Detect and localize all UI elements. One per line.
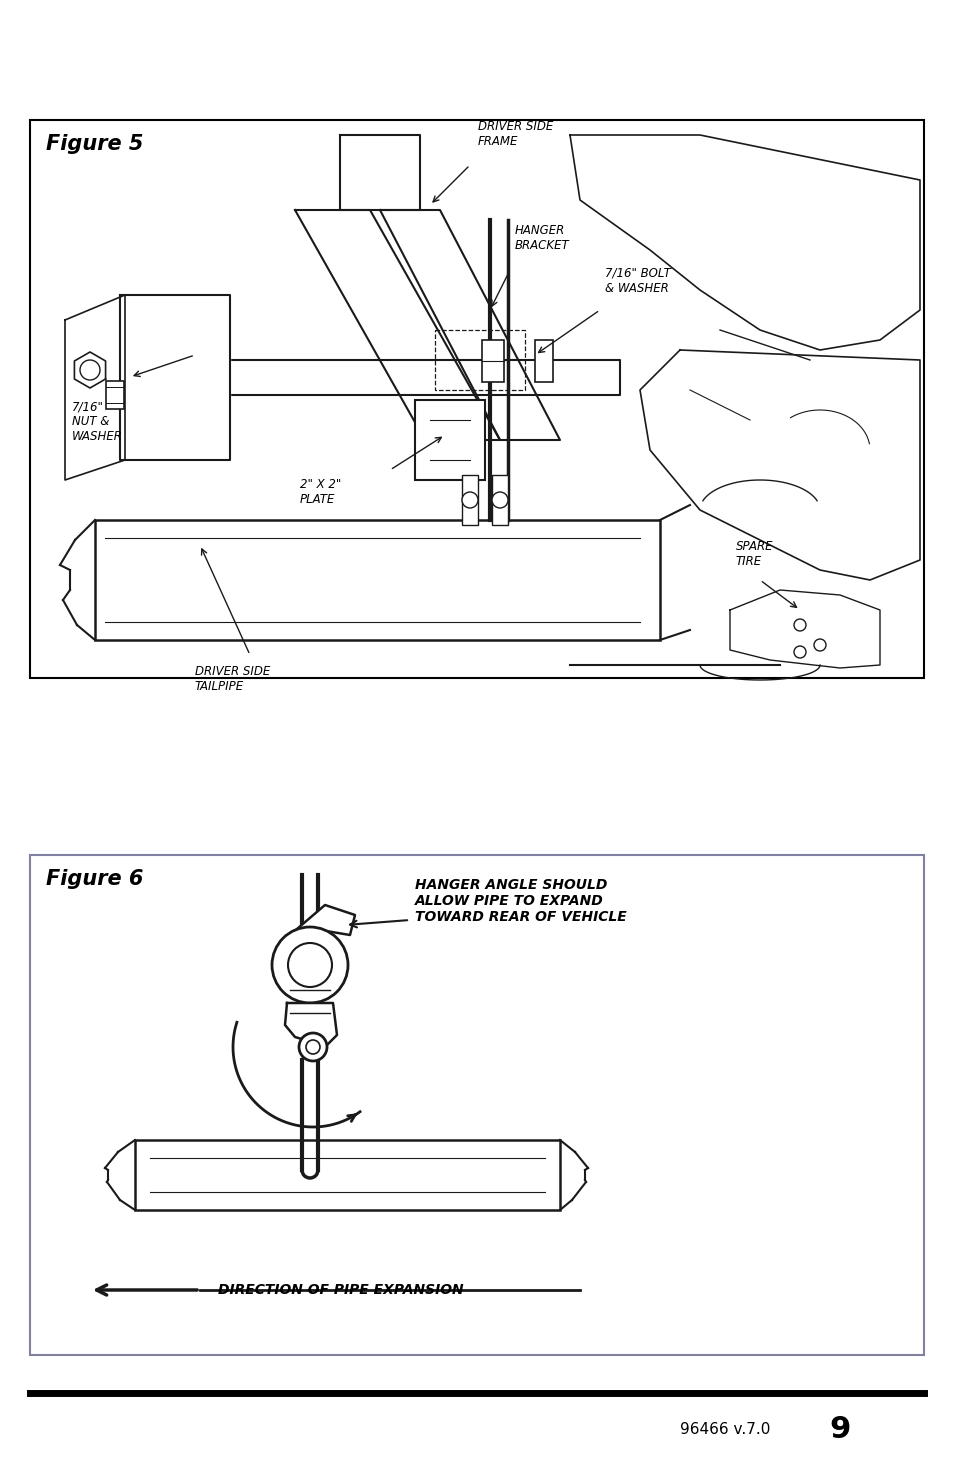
Circle shape xyxy=(298,1032,327,1061)
Text: 7/16" BOLT
& WASHER: 7/16" BOLT & WASHER xyxy=(604,267,670,295)
Text: 2" X 2"
PLATE: 2" X 2" PLATE xyxy=(299,478,341,506)
Polygon shape xyxy=(569,136,919,350)
Polygon shape xyxy=(290,906,355,950)
Circle shape xyxy=(272,926,348,1003)
Text: DRIVER SIDE
TAILPIPE: DRIVER SIDE TAILPIPE xyxy=(194,665,270,693)
Bar xyxy=(106,381,124,409)
Bar xyxy=(95,521,659,640)
Bar xyxy=(415,400,484,479)
Circle shape xyxy=(306,1040,319,1055)
Polygon shape xyxy=(285,1003,336,1044)
Circle shape xyxy=(461,493,477,507)
Bar xyxy=(135,1140,559,1209)
Text: HANGER ANGLE SHOULD
ALLOW PIPE TO EXPAND
TOWARD REAR OF VEHICLE: HANGER ANGLE SHOULD ALLOW PIPE TO EXPAND… xyxy=(415,878,626,925)
Circle shape xyxy=(80,360,100,381)
Polygon shape xyxy=(729,590,879,668)
Bar xyxy=(30,855,923,1356)
Text: DRIVER SIDE
FRAME: DRIVER SIDE FRAME xyxy=(477,119,553,148)
Polygon shape xyxy=(639,350,919,580)
Polygon shape xyxy=(130,360,619,395)
Polygon shape xyxy=(339,136,419,209)
Bar xyxy=(492,475,507,525)
Circle shape xyxy=(288,943,332,987)
Text: Figure 6: Figure 6 xyxy=(46,869,143,889)
Circle shape xyxy=(793,646,805,658)
Polygon shape xyxy=(120,295,230,460)
Bar xyxy=(435,330,524,389)
Polygon shape xyxy=(294,209,499,440)
Bar xyxy=(535,341,553,382)
Text: 96466 v.7.0: 96466 v.7.0 xyxy=(679,1422,769,1438)
Bar xyxy=(481,341,503,382)
Text: HANGER
BRACKET: HANGER BRACKET xyxy=(515,224,569,252)
Polygon shape xyxy=(65,295,125,479)
Bar xyxy=(461,475,477,525)
Text: 9: 9 xyxy=(828,1416,850,1444)
Circle shape xyxy=(793,620,805,631)
Bar xyxy=(30,119,923,678)
Polygon shape xyxy=(74,353,106,388)
Polygon shape xyxy=(379,209,559,440)
Text: SPARE
TIRE: SPARE TIRE xyxy=(735,540,773,568)
Text: 7/16"
NUT &
WASHER: 7/16" NUT & WASHER xyxy=(71,400,123,442)
Text: DIRECTION OF PIPE EXPANSION: DIRECTION OF PIPE EXPANSION xyxy=(218,1283,463,1297)
Circle shape xyxy=(813,639,825,650)
Text: Figure 5: Figure 5 xyxy=(46,134,143,153)
Circle shape xyxy=(492,493,507,507)
